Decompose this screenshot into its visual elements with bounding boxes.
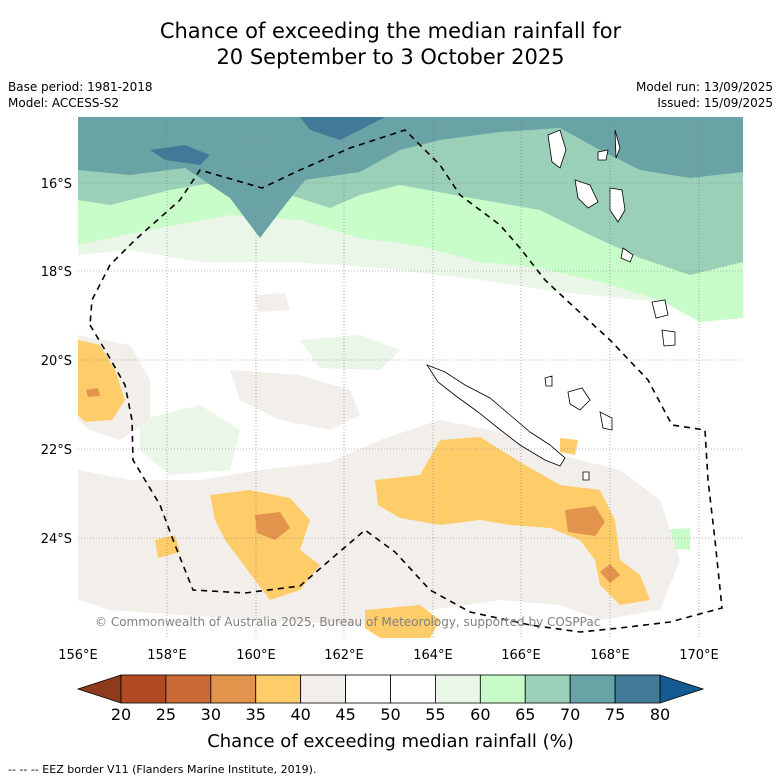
colorbar-tick-label: 30 — [201, 705, 221, 724]
colorbar-title: Chance of exceeding median rainfall (%) — [207, 731, 574, 752]
base-period: Base period: 1981-2018 — [8, 80, 153, 94]
small-islet — [582, 471, 590, 481]
model-name: Model: ACCESS-S2 — [8, 96, 120, 110]
colorbar-swatch — [390, 674, 436, 704]
model-info: Base period: 1981-2018 Model: ACCESS-S2 — [8, 79, 153, 111]
zone-35-40-southwest — [210, 490, 320, 600]
colorbar-tick-label: 40 — [290, 705, 310, 724]
colorbar-swatch — [524, 674, 571, 704]
colorbar-tick-label: 35 — [246, 705, 266, 724]
colorbar-tick-label: 75 — [605, 705, 625, 724]
colorbar-swatch — [210, 674, 257, 704]
lon-tick-label: 158°E — [147, 648, 187, 663]
colorbar-tick-label: 65 — [515, 705, 535, 724]
copyright-notice: © Commonwealth of Australia 2025, Bureau… — [95, 615, 600, 629]
zone-35-40-west — [78, 340, 125, 422]
colorbar-swatch — [345, 674, 391, 704]
colorbar-tick-label: 80 — [650, 705, 670, 724]
eez-border — [89, 129, 723, 633]
colorbar-swatch — [255, 674, 302, 704]
zone-35-40-nc — [560, 438, 578, 455]
title-line-2: 20 September to 3 October 2025 — [216, 45, 565, 69]
zone-75-80-west — [150, 145, 210, 165]
lon-tick-label: 156°E — [58, 648, 98, 663]
colorbar-tick-label: 50 — [380, 705, 400, 724]
colorbar-high-arrow — [659, 674, 705, 704]
new-caledonia-outline — [425, 364, 566, 467]
zone-75-80 — [300, 117, 385, 140]
lat-tick-label: 16°S — [41, 177, 72, 192]
colorbar-swatch — [120, 674, 167, 704]
lat-tick-label: 18°S — [41, 265, 72, 280]
colorbar-tick-label: 60 — [470, 705, 490, 724]
lat-tick-label: 22°S — [41, 443, 72, 458]
vanuatu-outline — [547, 129, 676, 347]
eez-footnote: -- -- -- EEZ border V11 (Flanders Marine… — [8, 763, 317, 776]
lon-tick-label: 168°E — [590, 648, 630, 663]
colorbar-tick-label: 20 — [111, 705, 131, 724]
zone-30-35-b — [565, 506, 605, 536]
zone-40-45-mid — [230, 370, 360, 430]
zone-70-75 — [78, 117, 743, 238]
colorbar-swatch — [479, 674, 526, 704]
latitude-labels: 16°S 18°S 20°S 22°S 24°S — [41, 177, 72, 547]
zone-35-40-south-central — [375, 437, 650, 605]
model-run: Model run: 13/09/2025 — [635, 80, 773, 94]
colorbar-swatch — [435, 674, 481, 704]
colorbar-tick-label: 55 — [425, 705, 445, 724]
colorbar-tick-label: 45 — [335, 705, 355, 724]
colorbar-low-arrow — [76, 674, 122, 704]
lat-tick-label: 24°S — [41, 532, 72, 547]
zone-30-35-a — [255, 512, 290, 540]
title-line-1: Chance of exceeding the median rainfall … — [159, 19, 622, 43]
run-info: Model run: 13/09/2025 Issued: 15/09/2025 — [636, 79, 773, 111]
lon-tick-label: 170°E — [679, 648, 719, 663]
lon-tick-label: 162°E — [324, 648, 364, 663]
lat-tick-label: 20°S — [41, 354, 72, 369]
loyalty-islands-outline — [544, 375, 613, 431]
colorbar-swatch — [614, 674, 661, 704]
lon-tick-label: 164°E — [413, 648, 453, 663]
lon-tick-label: 166°E — [501, 648, 541, 663]
rainfall-field — [78, 117, 743, 638]
longitude-labels: 156°E 158°E 160°E 162°E 164°E 166°E 168°E 170°E — [58, 648, 719, 663]
colorbar-swatch — [569, 674, 616, 704]
zone-55-60-west — [140, 405, 240, 475]
zone-40-45-island — [255, 293, 290, 312]
issued-date: Issued: 15/09/2025 — [657, 96, 773, 110]
colorbar-swatch — [165, 674, 212, 704]
colorbar: 20 25 30 35 40 45 50 55 60 65 70 75 80 — [76, 674, 705, 724]
map-title: Chance of exceeding the median rainfall … — [0, 18, 781, 70]
colorbar-swatch — [300, 674, 346, 704]
zone-55-60-center — [300, 335, 400, 370]
zone-30-35-d — [86, 388, 100, 397]
colorbar-tick-label: 70 — [560, 705, 580, 724]
colorbar-tick-label: 25 — [156, 705, 176, 724]
lon-tick-label: 160°E — [236, 648, 276, 663]
zone-35-40-bottom — [365, 605, 440, 638]
